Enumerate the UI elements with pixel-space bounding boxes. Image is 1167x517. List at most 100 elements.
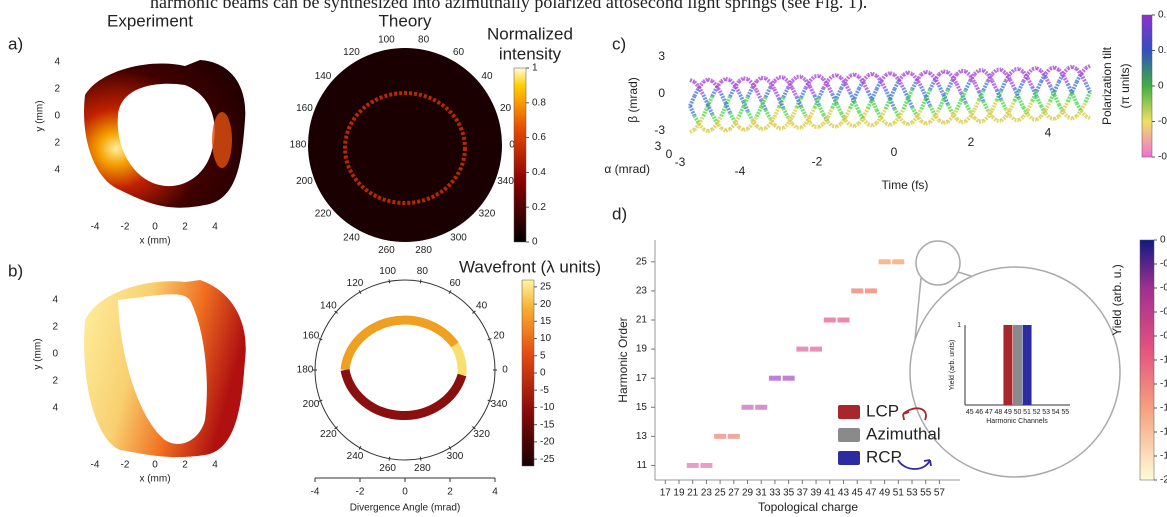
x-tick-label: 49: [879, 488, 891, 499]
helix-segment: [737, 76, 745, 83]
angle-label: 220: [315, 208, 332, 219]
y-tick-label: 4: [54, 165, 60, 176]
helix-segment: [701, 94, 710, 106]
helix-segment: [1083, 81, 1092, 93]
helix-segment: [999, 98, 1008, 110]
helix-segment: [710, 113, 719, 124]
helix-segment: [1071, 64, 1078, 71]
panel-label: d): [612, 204, 627, 223]
helix-segment: [799, 74, 807, 82]
wavefront-image: [84, 280, 246, 458]
helix-segment: [710, 79, 719, 88]
panel-title: Theory: [379, 11, 432, 30]
helix-segment: [781, 122, 790, 130]
helix-segment: [707, 127, 713, 134]
angle-label: 300: [447, 451, 464, 462]
helix-segment: [688, 105, 697, 117]
helix-segment: [812, 97, 821, 109]
helix-segment: [773, 123, 781, 131]
helix-segment: [897, 108, 906, 119]
y-tick-label: -3: [675, 155, 686, 169]
marker: [727, 433, 740, 439]
helix-segment: [968, 72, 977, 82]
helix-segment: [839, 111, 848, 122]
helix-segment: [937, 99, 946, 111]
helix-segment: [884, 71, 891, 77]
helix-segment: [919, 98, 928, 111]
angle-label: 120: [343, 47, 360, 58]
helix-segment: [760, 126, 766, 132]
helix-segment: [817, 74, 825, 81]
polar-frame: [314, 279, 496, 461]
helix-segment: [715, 121, 723, 130]
helix-segment: [839, 76, 848, 86]
helix-segment: [905, 88, 915, 101]
helix-segment: [803, 78, 812, 88]
helix-segment: [853, 121, 860, 128]
helix-segment: [892, 79, 901, 91]
y-tick-label: 13: [636, 431, 648, 442]
helix-segment: [999, 115, 1007, 123]
angle-tick: [419, 279, 422, 284]
y-tick-label: 2: [54, 84, 60, 95]
helix-segment: [977, 89, 986, 102]
bar: [1013, 325, 1022, 405]
helix-segment: [719, 92, 728, 104]
panel-label: b): [8, 261, 23, 280]
helix-segment: [826, 74, 834, 83]
helix-segment: [737, 91, 746, 103]
helix-segment: [1043, 75, 1052, 87]
helix-segment: [923, 88, 932, 101]
helix-segment: [1008, 100, 1017, 111]
helix-segment: [848, 97, 857, 110]
angle-label: 180: [297, 365, 314, 376]
helix-segment: [870, 99, 879, 111]
helix-segment: [817, 122, 825, 129]
helix-segment: [861, 74, 870, 82]
marker: [714, 433, 727, 439]
helix-segment: [1061, 67, 1070, 75]
colorbar-tick-label: 0: [532, 237, 538, 248]
angle-label: 160: [303, 330, 320, 341]
helix-segment: [999, 80, 1008, 92]
angle-label: 20: [500, 103, 512, 114]
helix-segment: [1075, 67, 1083, 76]
y-tick-label: 25: [636, 256, 648, 267]
helix-segment: [764, 122, 772, 131]
helix-segment: [919, 85, 928, 97]
helix-segment: [946, 70, 954, 78]
helix-segment: [1061, 110, 1070, 119]
helix-segment: [1012, 87, 1021, 99]
helix-segment: [889, 121, 896, 127]
angle-label: 280: [415, 245, 432, 256]
helix-segment: [835, 122, 843, 129]
helix-segment: [1039, 109, 1048, 118]
x-tick-label: 17: [660, 488, 672, 499]
helix-segment: [910, 116, 919, 124]
helix-segment: [1057, 109, 1065, 118]
marker: [686, 462, 699, 468]
helix-segment: [759, 96, 768, 108]
helix-segment: [825, 107, 835, 119]
angle-label: 340: [491, 399, 508, 410]
helix-segment: [994, 89, 1003, 101]
marker: [782, 375, 795, 381]
inset-x-tick-label: 49: [1004, 409, 1012, 416]
x-tick-label: 4: [492, 487, 498, 498]
marker: [796, 346, 809, 352]
helix-segment: [772, 88, 781, 100]
helix-segment: [1049, 65, 1056, 71]
helix-segment: [1021, 70, 1030, 80]
colorbar-tick-label: 0.8: [532, 97, 546, 108]
helix-segment: [839, 79, 848, 90]
x-tick-label: -4: [91, 222, 100, 233]
helix-segment: [835, 73, 843, 80]
helix-segment: [1008, 78, 1017, 90]
x-tick-label: 45: [852, 488, 864, 499]
colorbar-tick-label: -1.2: [1160, 379, 1167, 390]
helix-segment: [817, 87, 826, 99]
colorbar-tick-label: -0.2: [1160, 259, 1167, 270]
y-tick-label: 23: [636, 286, 648, 297]
helix-segment: [714, 84, 723, 95]
z-tick-label: 0: [658, 86, 665, 100]
